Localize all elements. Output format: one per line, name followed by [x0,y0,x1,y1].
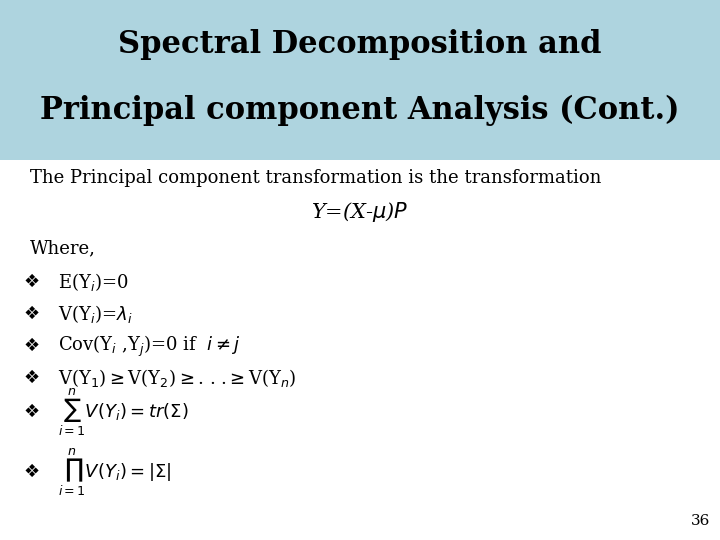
Text: ❖: ❖ [24,463,40,481]
Text: Principal component Analysis (Cont.): Principal component Analysis (Cont.) [40,94,680,126]
Text: 36: 36 [690,514,710,528]
Text: ❖: ❖ [24,305,40,323]
Text: Spectral Decomposition and: Spectral Decomposition and [118,30,602,60]
Text: E(Y$_i$)=0: E(Y$_i$)=0 [58,271,129,293]
Text: ❖: ❖ [24,403,40,421]
Text: ❖: ❖ [24,337,40,355]
Text: Cov(Y$_i$ ,Y$_j$)=0 if  $i\neq j$: Cov(Y$_i$ ,Y$_j$)=0 if $i\neq j$ [58,333,240,359]
Text: $\prod_{i=1}^{n}V(Y_i) = |\Sigma|$: $\prod_{i=1}^{n}V(Y_i) = |\Sigma|$ [58,446,171,498]
Text: V(Y$_i$)=$\lambda_i$: V(Y$_i$)=$\lambda_i$ [58,303,132,325]
Text: Y=(X-$\mu$)$P$: Y=(X-$\mu$)$P$ [311,200,409,224]
Text: ❖: ❖ [24,273,40,291]
Text: V(Y$_1$)$\geq$V(Y$_2$)$\geq$. . .$\geq$V(Y$_n$): V(Y$_1$)$\geq$V(Y$_2$)$\geq$. . .$\geq$V… [58,367,297,389]
Bar [0,0,720,160]
Text: ❖: ❖ [24,369,40,387]
Text: The Principal component transformation is the transformation: The Principal component transformation i… [30,169,601,187]
Text: $\sum_{i=1}^{n}V(Y_i) = tr(\Sigma)$: $\sum_{i=1}^{n}V(Y_i) = tr(\Sigma)$ [58,386,189,438]
Text: Where,: Where, [30,239,96,257]
